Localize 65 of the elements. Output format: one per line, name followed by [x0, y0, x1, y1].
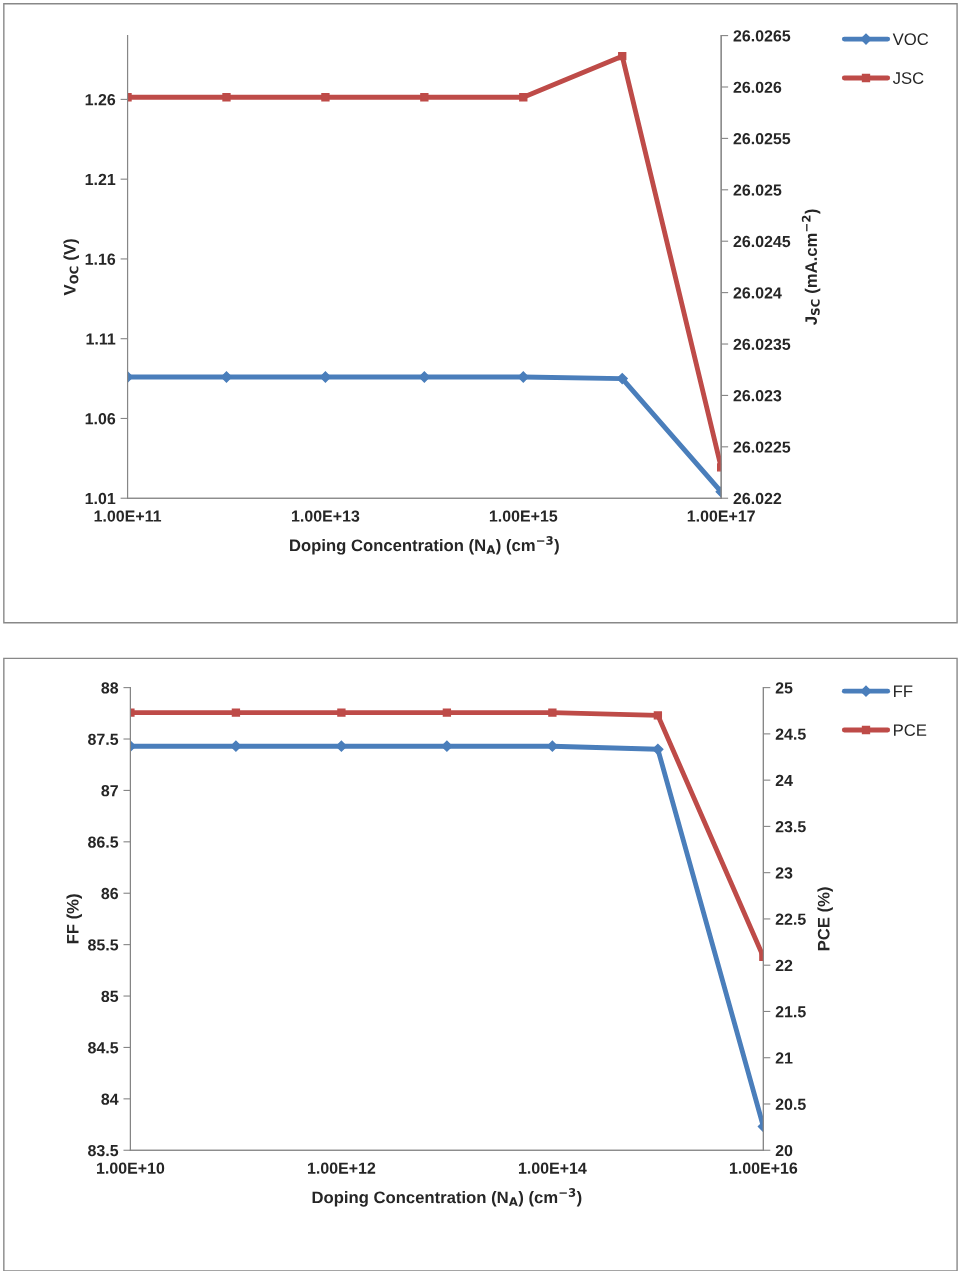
y2-axis-title: J$_{SC}$ (mA.cm$^{−2}$) — [801, 209, 821, 325]
y-tick-label: 85.5 — [88, 939, 119, 951]
y2-tick-label: 26.026 — [733, 81, 782, 93]
point — [222, 93, 231, 102]
y2-axis-title: PCE (%) — [817, 887, 833, 951]
y2-tick-label: 23 — [775, 867, 793, 879]
x-tick-label: 1.00E+13 — [292, 510, 360, 522]
x-axis-title: Doping Concentration (N$_{A}$) (cm$^{−3}$) — [290, 536, 559, 555]
point — [337, 708, 346, 717]
y2-tick-label: 24.5 — [775, 728, 806, 740]
y2-tick-label: 24 — [775, 774, 793, 786]
y2-tick-label: 22 — [775, 959, 793, 971]
y-axis-title: V$_{OC}$ (V) — [63, 239, 79, 296]
y2-tick-label: 26.0225 — [733, 441, 791, 453]
point — [442, 708, 452, 717]
y-tick-label: 1.16 — [85, 253, 116, 265]
y2-tick-label: 26.0265 — [733, 30, 791, 42]
y2-tick-label: 23.5 — [775, 821, 806, 833]
x-tick-label: 1.00E+17 — [687, 510, 755, 522]
x-tick-label: 1.00E+16 — [729, 1162, 798, 1174]
y2-tick-label: 20.5 — [775, 1098, 806, 1110]
y2-tick-label: 25 — [775, 682, 793, 694]
point — [618, 51, 627, 61]
y-tick-label: 1.01 — [85, 492, 116, 505]
y2-tick-label: 26.0255 — [733, 133, 791, 145]
y-tick-label: 86.5 — [88, 836, 119, 848]
y-tick-label: 85 — [101, 990, 119, 1002]
point — [231, 708, 241, 717]
point — [653, 711, 663, 720]
legend-label: PCE — [894, 724, 927, 737]
legend-label: VOC — [892, 33, 929, 46]
x-tick-label: 1.00E+14 — [518, 1162, 587, 1174]
y2-tick-label: 26.022 — [733, 492, 782, 505]
y2-tick-label: 26.0245 — [733, 235, 791, 248]
x-axis-title: Doping Concentration (N$_{A}$) (cm$^{−3}$) — [312, 1188, 582, 1207]
y-tick-label: 84 — [101, 1093, 119, 1105]
y-tick-label: 86 — [101, 887, 119, 900]
x-tick-label: 1.00E+12 — [307, 1162, 376, 1174]
y-tick-label: 87 — [101, 785, 118, 797]
x-tick-label: 1.00E+10 — [97, 1162, 165, 1174]
y2-tick-label: 21 — [775, 1052, 793, 1064]
y2-tick-label: 26.023 — [733, 390, 782, 402]
x-tick-label: 1.00E+11 — [94, 510, 162, 522]
y-tick-label: 1.11 — [86, 333, 116, 345]
y-tick-label: 84.5 — [88, 1042, 119, 1054]
y-tick-label: 87.5 — [88, 733, 119, 745]
y2-tick-label: 26.024 — [733, 287, 782, 299]
point — [548, 708, 557, 717]
y-axis-title: FF (%) — [66, 894, 82, 944]
point — [420, 93, 429, 102]
x-tick-label: 1.00E+15 — [489, 510, 558, 522]
point — [519, 93, 528, 102]
legend-label: JSC — [892, 72, 924, 84]
y-tick-label: 1.26 — [85, 94, 116, 106]
y-tick-label: 1.21 — [85, 173, 116, 185]
y2-tick-label: 20 — [775, 1144, 793, 1157]
y2-tick-label: 21.5 — [775, 1006, 806, 1018]
y-tick-label: 88 — [101, 682, 119, 694]
y-tick-label: 83.5 — [88, 1144, 119, 1157]
y2-tick-label: 26.025 — [733, 184, 782, 196]
y2-tick-label: 26.0235 — [733, 338, 791, 350]
y2-tick-label: 22.5 — [775, 913, 806, 925]
y-tick-label: 1.06 — [85, 413, 116, 425]
point — [321, 93, 330, 102]
legend-label: FF — [894, 685, 913, 697]
